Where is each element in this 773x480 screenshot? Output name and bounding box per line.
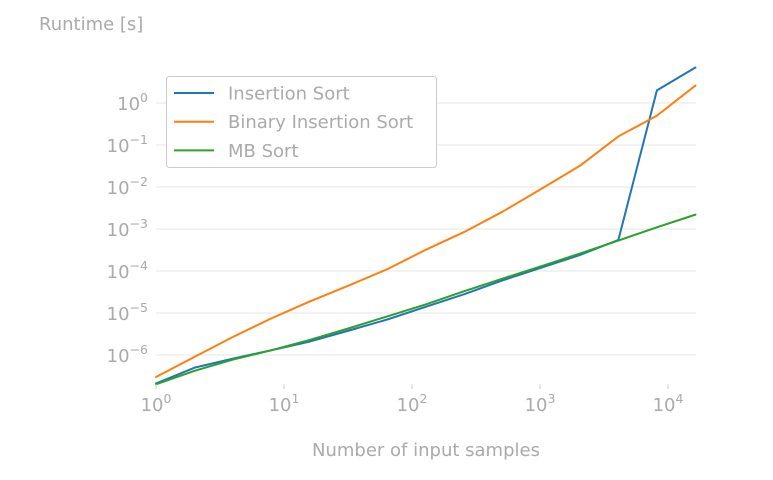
x-axis-label: Number of input samples <box>312 440 540 461</box>
x-tick-label: 104 <box>653 391 684 416</box>
legend-box <box>166 76 437 168</box>
x-axis-ticks: 100 101 102 103 104 <box>141 384 684 416</box>
y-axis-label: Runtime [s] <box>39 14 143 35</box>
y-tick-label: 10−2 <box>107 174 148 199</box>
series-lines <box>155 66 697 386</box>
legend-label: MB Sort <box>228 141 299 162</box>
y-tick-label: 10−4 <box>107 258 148 283</box>
x-tick-label: 102 <box>397 391 428 416</box>
y-tick-label: 10−3 <box>107 216 148 241</box>
series-line-2 <box>155 213 697 386</box>
y-tick-label: 10−6 <box>107 342 148 367</box>
x-tick-label: 100 <box>141 391 172 416</box>
x-tick-label: 101 <box>269 391 300 416</box>
x-tick-label: 103 <box>525 391 556 416</box>
series-line-1 <box>155 84 697 378</box>
legend: Insertion Sort Binary Insertion Sort MB So… <box>166 76 437 168</box>
legend-label: Insertion Sort <box>228 84 350 105</box>
legend-label: Binary Insertion Sort <box>228 112 413 133</box>
y-tick-label: 10−1 <box>107 132 148 157</box>
y-tick-label: 100 <box>117 90 148 115</box>
y-axis-ticks: 100 10−1 10−2 10−3 10−4 10−5 10−6 <box>107 90 148 367</box>
y-tick-label: 10−5 <box>107 300 148 325</box>
